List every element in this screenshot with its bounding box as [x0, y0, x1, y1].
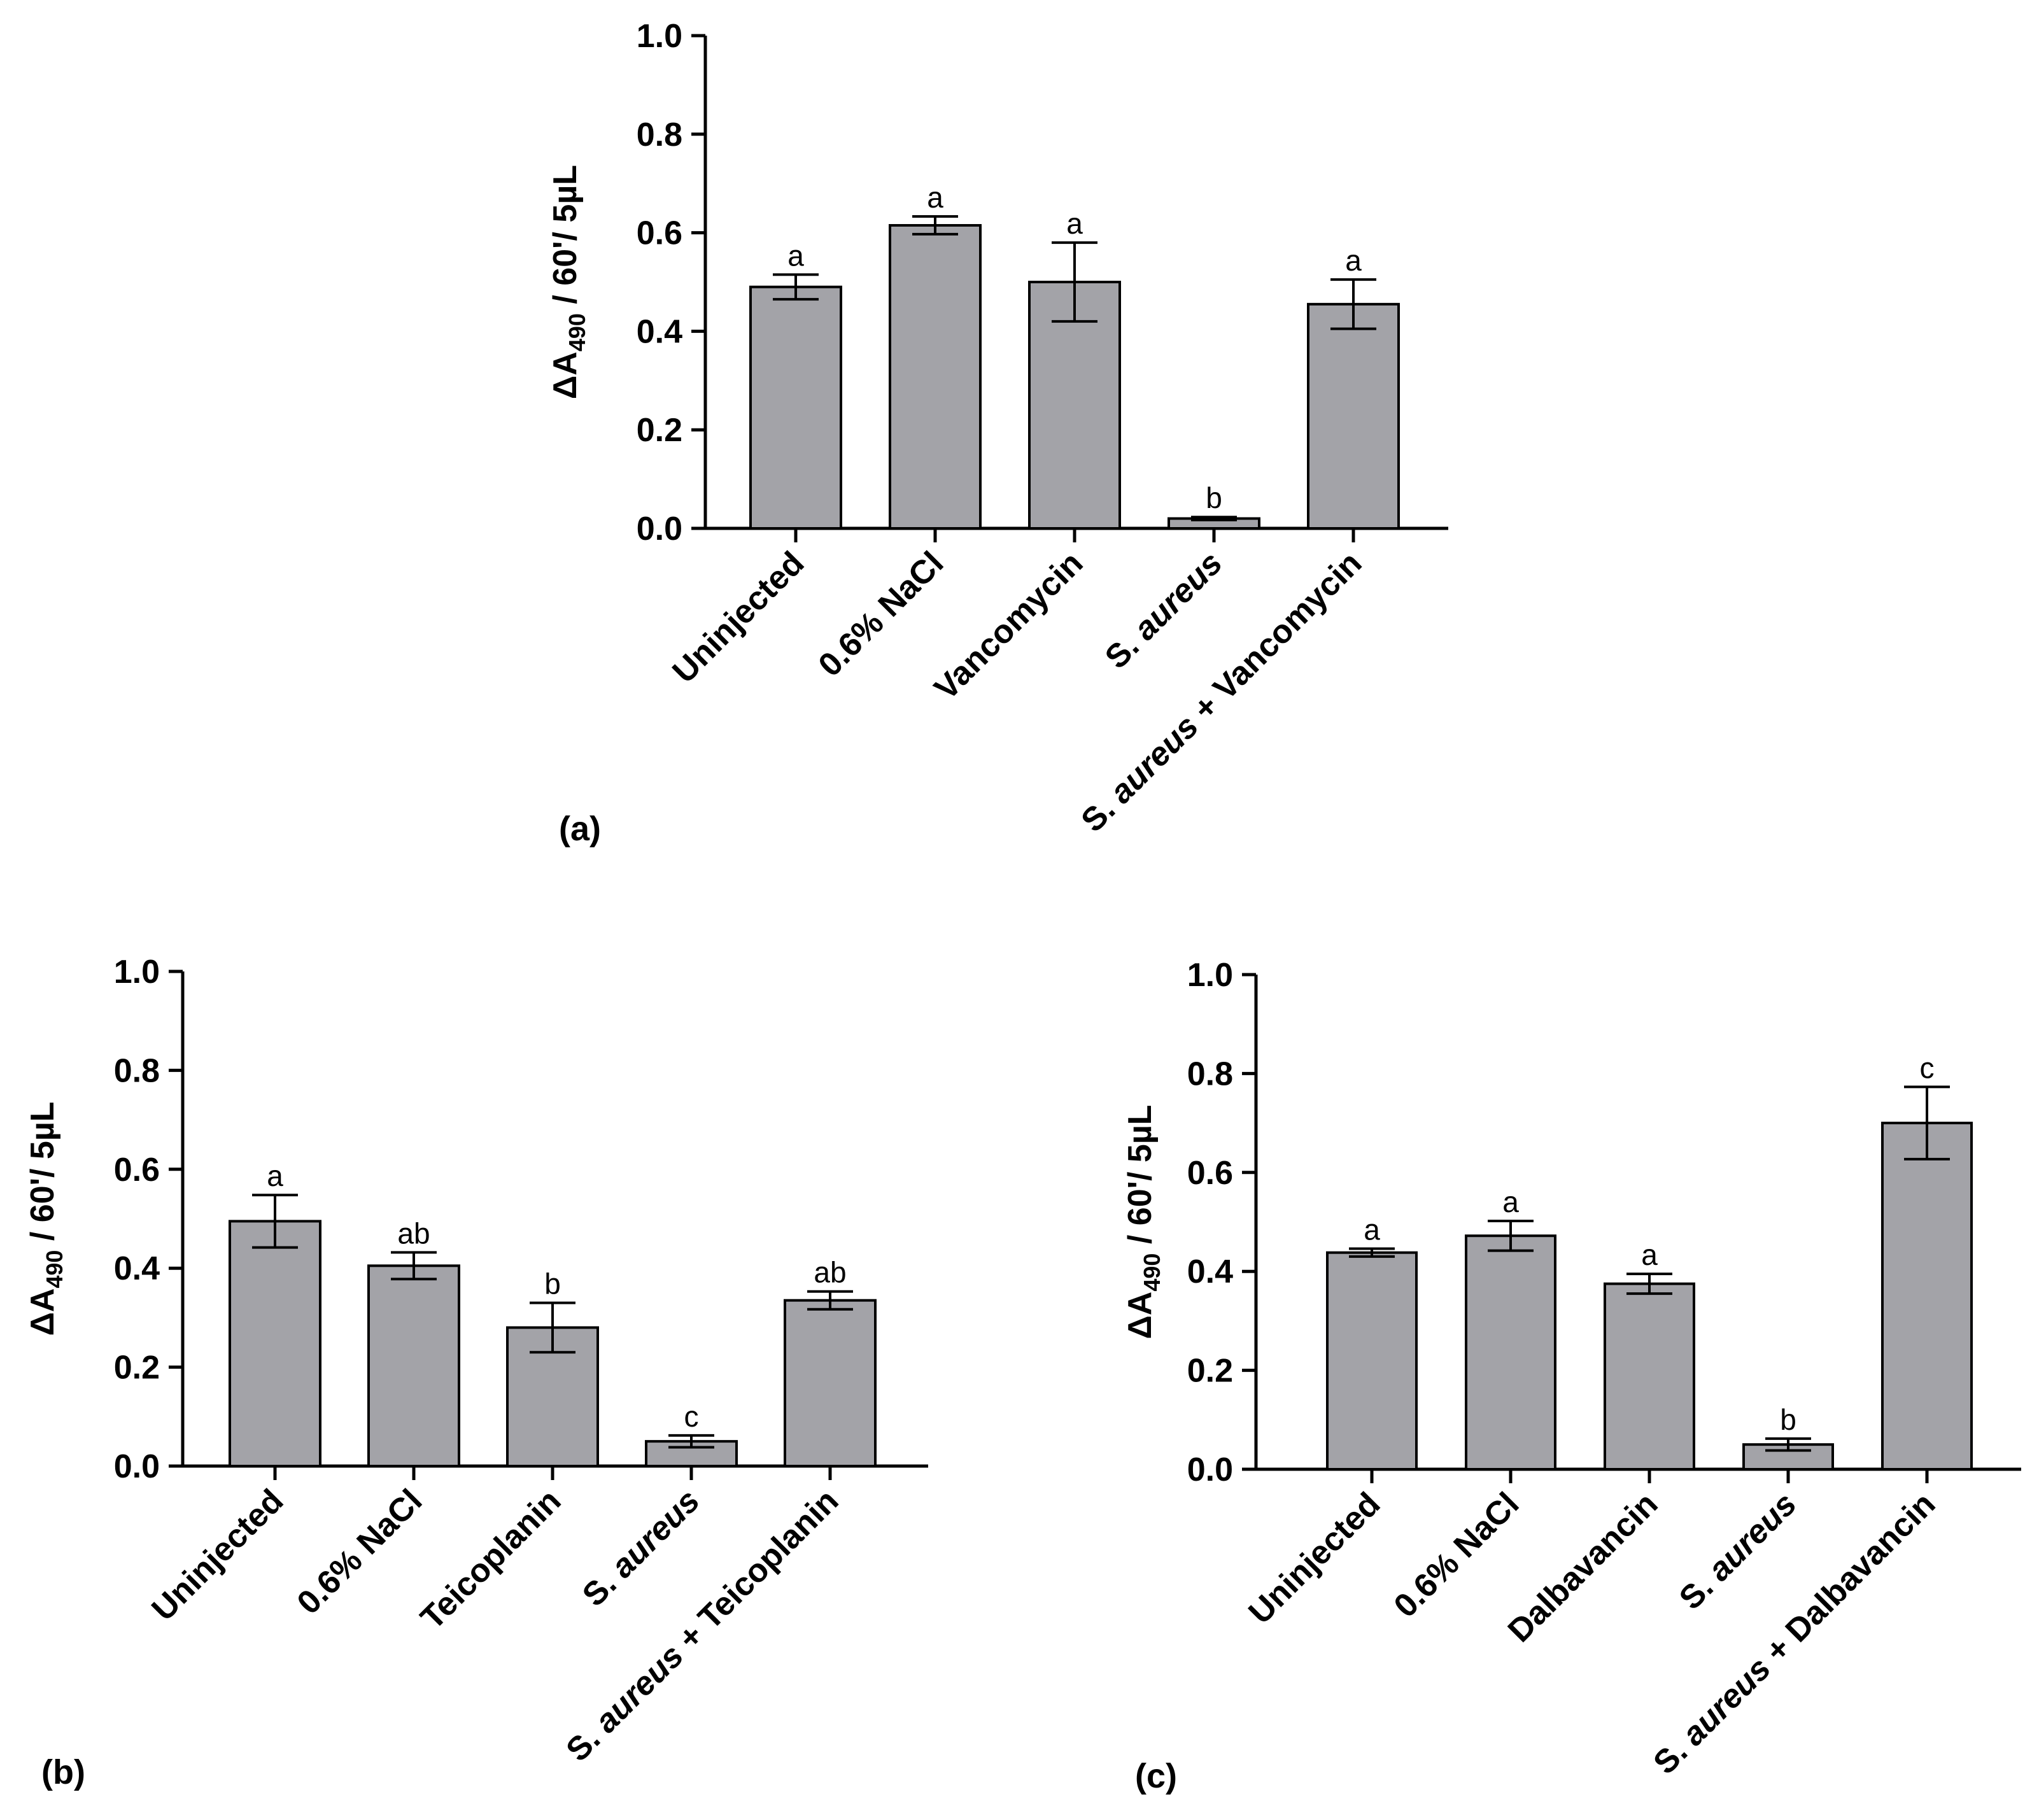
x-tick-label: 0.6% NaCl — [812, 544, 951, 684]
significance-letter: a — [927, 181, 943, 214]
x-tick-label: S. aureus — [1098, 544, 1230, 676]
x-tick-label: Uninjected — [666, 544, 812, 690]
x-tick-label: S. aureus + Dalbavancin — [1646, 1485, 1942, 1781]
y-tick-label: 0.0 — [114, 1448, 160, 1485]
y-tick-label: 0.8 — [114, 1052, 160, 1089]
significance-letter: a — [787, 239, 804, 272]
y-tick-label: 0.2 — [114, 1350, 160, 1386]
significance-letter: a — [1345, 244, 1362, 277]
y-tick-label: 0.2 — [1187, 1353, 1233, 1390]
y-tick-label: 1.0 — [1187, 957, 1233, 994]
chart-panel-c: 0.0 0.2 0.4 0.6 0.8 1.0 ΔA490 / 60'/ 5µL a Uninj… — [1122, 957, 2021, 1795]
x-tick-label: Dalbavancin — [1501, 1485, 1665, 1649]
y-tick-label: 0.0 — [1187, 1451, 1233, 1488]
bar — [889, 223, 982, 530]
x-tick-label: Uninjected — [1242, 1485, 1388, 1631]
y-axis-label: ΔA490 / 60'/ 5µL — [547, 165, 590, 399]
bar — [1465, 1234, 1556, 1471]
x-tick-label: Uninjected — [145, 1482, 291, 1628]
y-tick-label: 1.0 — [637, 18, 682, 55]
y-tick-label: 0.0 — [637, 511, 682, 547]
significance-letter: a — [1502, 1185, 1519, 1218]
x-tick-label: S. aureus + Teicoplanin — [559, 1482, 845, 1768]
bar — [367, 1264, 460, 1467]
significance-letter: ab — [814, 1256, 846, 1289]
significance-letter: a — [267, 1159, 283, 1192]
y-axis-label: ΔA490 / 60'/ 5µL — [24, 1101, 67, 1336]
x-tick-label: S. aureus — [575, 1482, 707, 1614]
y-axis-label: ΔA490 / 60'/ 5µL — [1122, 1104, 1165, 1339]
y-tick-label: 0.6 — [114, 1152, 160, 1189]
x-tick-label: S. aureus + Vancomycin — [1074, 544, 1369, 839]
bar — [1604, 1282, 1695, 1471]
chart-panel-b: 0.0 0.2 0.4 0.6 0.8 1.0 ΔA490 / 60'/ 5µL a Uninj… — [24, 954, 928, 1791]
bar — [1881, 1122, 1973, 1471]
x-tick-label: S. aureus — [1672, 1485, 1804, 1617]
bar — [1326, 1251, 1418, 1471]
significance-letter: b — [544, 1267, 561, 1301]
panel-label: (c) — [1135, 1757, 1177, 1795]
bar — [784, 1299, 877, 1467]
x-tick-label: 0.6% NaCl — [290, 1482, 430, 1621]
y-tick-label: 0.2 — [637, 412, 682, 449]
y-tick-label: 1.0 — [114, 954, 160, 991]
y-tick-label: 0.4 — [114, 1250, 160, 1287]
y-tick-label: 0.8 — [1187, 1055, 1233, 1092]
significance-letter: c — [684, 1400, 699, 1433]
bar — [229, 1220, 321, 1467]
panel-label: (a) — [559, 810, 601, 848]
panel-label: (b) — [41, 1753, 85, 1791]
y-tick-label: 0.4 — [637, 313, 682, 350]
bar — [1307, 302, 1400, 530]
significance-letter: a — [1641, 1238, 1658, 1271]
x-tick-label: Vancomycin — [928, 544, 1090, 707]
y-tick-label: 0.8 — [637, 116, 682, 153]
significance-letter: a — [1364, 1213, 1380, 1246]
significance-letter: a — [1066, 207, 1083, 240]
x-tick-label: 0.6% NaCl — [1387, 1485, 1527, 1625]
bar — [749, 285, 842, 530]
significance-letter: c — [1920, 1051, 1935, 1084]
significance-letter: b — [1780, 1403, 1796, 1436]
x-tick-label: Teicoplanin — [414, 1482, 568, 1637]
y-tick-label: 0.4 — [1187, 1253, 1233, 1290]
y-tick-label: 0.6 — [637, 215, 682, 252]
y-tick-label: 0.6 — [1187, 1155, 1233, 1192]
significance-letter: b — [1206, 481, 1222, 514]
chart-panel-a: 0.0 0.2 0.4 0.6 0.8 1.0 ΔA490 / 60'/ 5µL a Uninj… — [547, 18, 1448, 848]
significance-letter: ab — [397, 1217, 430, 1250]
